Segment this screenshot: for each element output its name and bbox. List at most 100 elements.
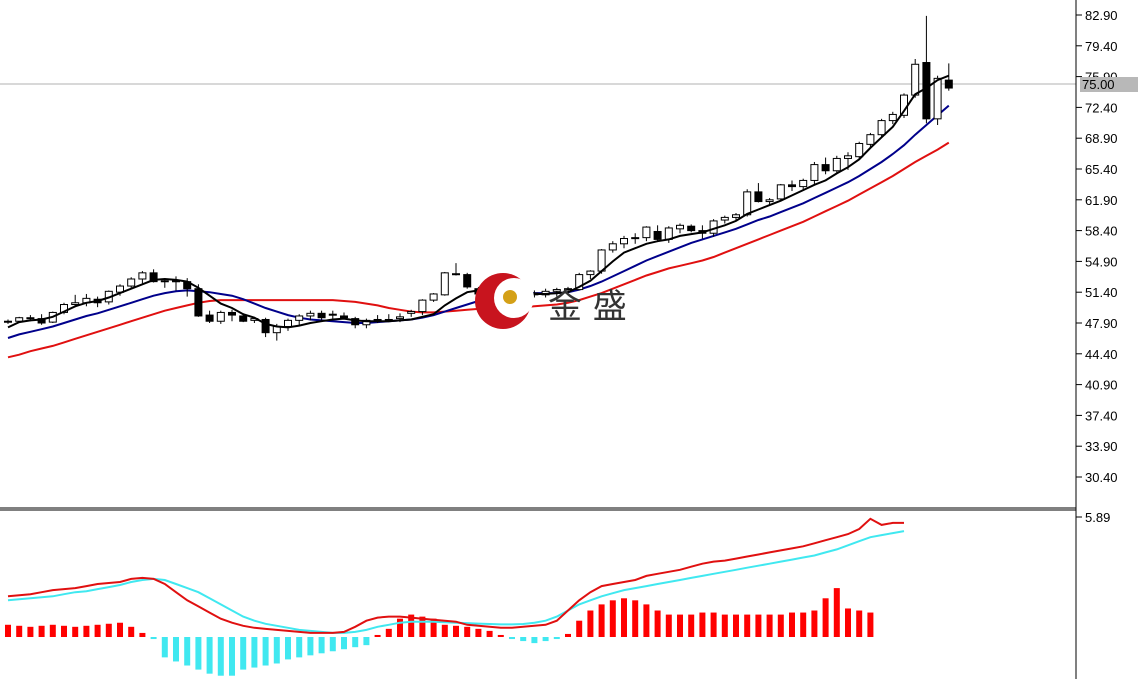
histogram-bar — [643, 604, 650, 637]
candle-body — [653, 230, 662, 240]
candle-body — [810, 164, 819, 181]
candle — [228, 309, 236, 322]
candle — [205, 310, 214, 323]
histogram-bar — [262, 637, 269, 666]
histogram-bar — [867, 612, 874, 637]
indicator-axis-ticks: 5.89 — [1076, 510, 1110, 525]
price-tick-label: 33.90 — [1085, 439, 1118, 454]
histogram-bar — [5, 624, 11, 637]
histogram-bar — [385, 628, 392, 637]
histogram-bar — [173, 637, 179, 662]
histogram-bar — [475, 628, 482, 637]
histogram-bar — [755, 614, 762, 637]
candle-body — [608, 243, 617, 251]
candle — [821, 157, 830, 175]
histogram-bar — [38, 625, 45, 637]
price-tick-label: 58.40 — [1085, 224, 1118, 239]
histogram-bar — [430, 618, 437, 637]
candle-body — [15, 317, 24, 322]
histogram-bar — [341, 637, 347, 650]
candle — [407, 309, 416, 317]
candle — [351, 316, 360, 329]
candle-body — [295, 315, 304, 321]
histogram-bar — [565, 633, 571, 637]
histogram-bar — [777, 614, 784, 637]
price-tick-label: 61.90 — [1085, 193, 1118, 208]
histogram-bar — [217, 637, 224, 676]
candle — [642, 226, 651, 242]
histogram-bar — [229, 637, 235, 676]
histogram-bar — [621, 598, 627, 637]
candle — [440, 271, 449, 296]
candle — [127, 277, 136, 289]
candle-body — [799, 179, 808, 188]
histogram-bar — [184, 637, 191, 666]
candle-body — [127, 278, 136, 287]
histogram-bar — [744, 614, 751, 637]
histogram-bar — [654, 610, 661, 637]
histogram-bar — [61, 625, 67, 637]
candle — [328, 310, 337, 319]
histogram-bar — [497, 634, 504, 637]
histogram-bar — [150, 637, 157, 640]
logo-gold-dot — [503, 290, 517, 304]
candle-body — [788, 184, 796, 188]
histogram-bar — [587, 610, 594, 637]
price-tick-label: 79.40 — [1085, 39, 1118, 54]
candle — [788, 180, 796, 191]
candle-body — [888, 113, 897, 122]
price-tick-label: 37.40 — [1085, 408, 1118, 423]
histogram-bar — [464, 626, 471, 637]
candle-body — [429, 293, 438, 301]
price-tick-label: 51.40 — [1085, 285, 1118, 300]
candle-body — [205, 314, 214, 322]
candle-body — [855, 142, 864, 158]
histogram-bar — [632, 600, 639, 637]
histogram-bar — [576, 620, 583, 637]
candle — [463, 272, 472, 289]
candle-body — [418, 299, 427, 313]
price-tick-label: 54.90 — [1085, 254, 1118, 269]
candle-body — [239, 315, 248, 322]
histogram-bar — [363, 637, 370, 646]
candle-body — [149, 272, 158, 283]
candle — [676, 223, 684, 234]
candle — [799, 178, 808, 191]
candle-body — [564, 288, 572, 291]
histogram-bar — [419, 616, 426, 637]
price-tick-label: 44.40 — [1085, 347, 1118, 362]
main-price-panel — [0, 15, 1076, 359]
histogram-bar — [352, 637, 359, 648]
histogram-bar — [128, 626, 135, 637]
candle — [418, 299, 427, 316]
candle — [754, 183, 763, 203]
candle-body — [340, 315, 348, 319]
histogram-bar — [318, 637, 325, 654]
candle — [295, 314, 304, 327]
candle — [653, 225, 662, 243]
candles-group — [4, 15, 953, 341]
candle — [452, 263, 460, 276]
candle-body — [4, 320, 12, 323]
histogram-bar — [531, 637, 538, 644]
candle — [810, 161, 819, 184]
candle — [732, 213, 740, 221]
candle-body — [754, 191, 763, 203]
candle-body — [284, 319, 292, 328]
histogram-bar — [688, 614, 695, 637]
candle-body — [407, 311, 416, 314]
histogram-bar — [408, 614, 415, 637]
candle-body — [765, 199, 774, 203]
candle-body — [463, 274, 472, 288]
histogram-bar — [307, 637, 314, 656]
candle-body — [743, 191, 752, 216]
histogram-bar — [94, 624, 101, 637]
candle-body — [866, 134, 875, 145]
histogram-bar — [27, 626, 34, 637]
candle-body — [440, 272, 449, 296]
candle — [933, 75, 942, 125]
candle — [776, 183, 785, 202]
candle — [720, 215, 729, 224]
candle-body — [676, 224, 684, 230]
histogram-bar — [822, 598, 829, 637]
